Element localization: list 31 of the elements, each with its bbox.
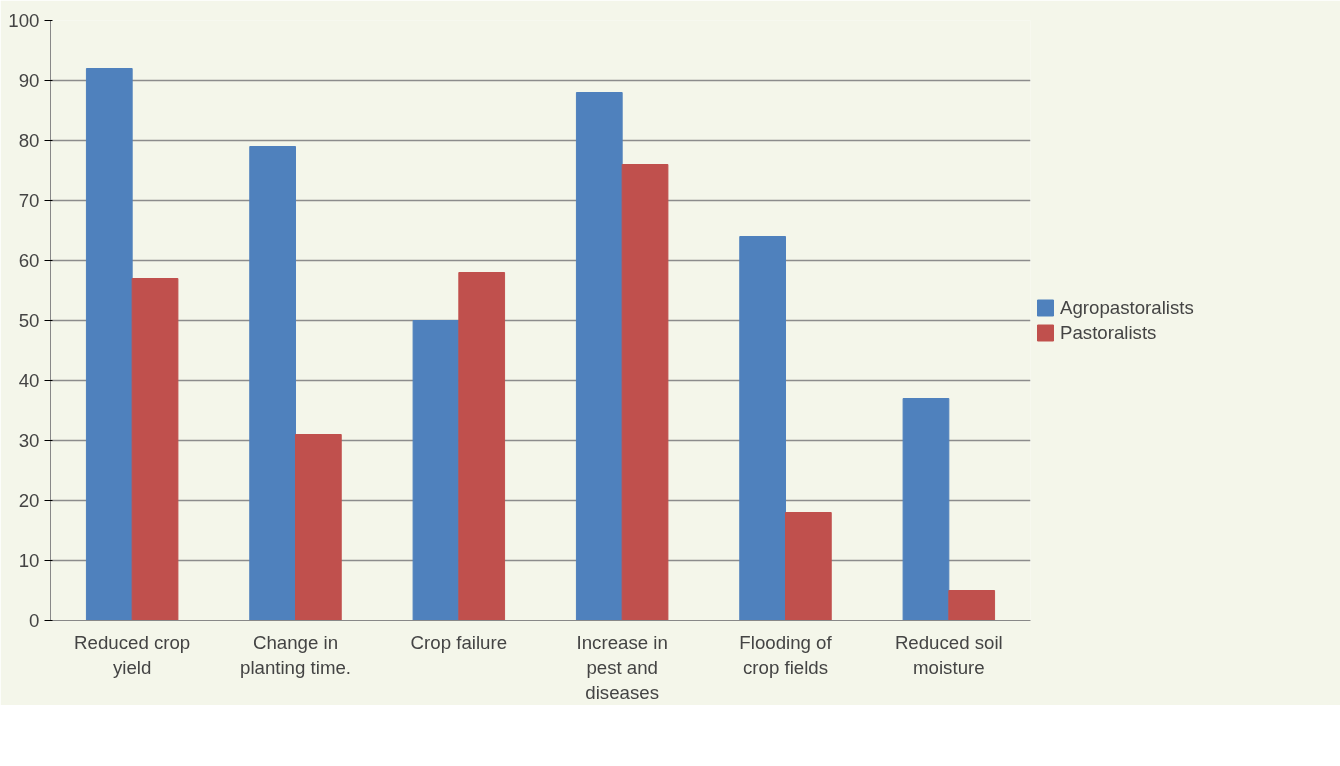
- y-tick-label: 40: [18, 370, 40, 391]
- y-tick-label: 30: [18, 430, 40, 451]
- legend-label: Agropastoralists: [1060, 296, 1194, 319]
- bar: [295, 434, 342, 621]
- y-tick-label: 80: [18, 130, 40, 151]
- y-tick-label: 20: [18, 490, 40, 511]
- bar: [785, 512, 832, 621]
- y-tick-label: 70: [18, 190, 40, 211]
- bar: [85, 68, 133, 621]
- y-tick-label: 60: [18, 250, 40, 271]
- bar: [131, 278, 179, 621]
- x-tick-label: Increase in pest and diseases: [576, 631, 668, 703]
- x-tick-label: Reduced soil moisture: [894, 631, 1003, 678]
- bar: [621, 164, 669, 621]
- x-tick-label: Change in planting time.: [240, 631, 351, 678]
- y-tick-label: 10: [18, 550, 40, 571]
- bar: [948, 590, 996, 621]
- bar: [902, 398, 950, 621]
- bar: [458, 272, 506, 621]
- y-tick-label: 50: [18, 310, 40, 331]
- x-tick-label: Flooding of crop fields: [739, 631, 833, 678]
- y-tick-label: 100: [8, 10, 40, 31]
- bar: [575, 92, 623, 621]
- bar: [739, 236, 786, 621]
- bar: [249, 146, 296, 621]
- bar: [412, 320, 460, 621]
- x-tick-label: Crop failure: [410, 631, 508, 653]
- y-tick-label: 0: [29, 610, 40, 631]
- y-tick-label: 90: [18, 70, 40, 91]
- x-tick-label: Reduced crop yield: [74, 631, 191, 678]
- legend-label: Pastoralists: [1060, 321, 1157, 344]
